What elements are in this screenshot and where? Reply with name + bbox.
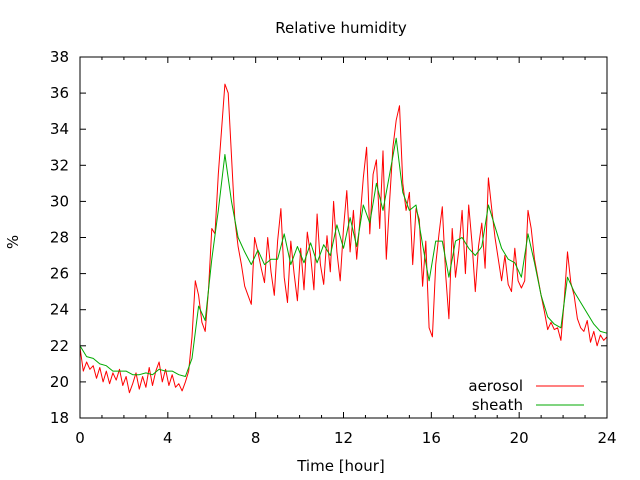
y-axis-label: % [4,235,22,249]
x-axis-label: Time [hour] [296,457,385,475]
x-tick-label: 8 [251,429,261,447]
legend-label-sheath: sheath [472,396,523,414]
x-tick-label: 12 [334,429,353,447]
x-tick-label: 0 [75,429,85,447]
y-tick-label: 20 [50,373,69,391]
x-tick-label: 24 [597,429,616,447]
x-tick-label: 4 [163,429,173,447]
y-tick-label: 22 [50,337,69,355]
y-tick-label: 30 [50,192,69,210]
y-tick-label: 28 [50,229,69,247]
y-tick-label: 36 [50,84,69,102]
x-axis-ticks: 0 4 8 12 16 20 24 [75,57,617,447]
series-line-sheath [79,137,608,377]
series-lines [79,83,608,394]
plot-frame [79,56,608,419]
y-axis-ticks: 18 20 22 24 26 28 30 32 34 36 38 [50,48,607,427]
x-tick-label: 20 [510,429,529,447]
y-tick-label: 24 [50,301,69,319]
legend-label-aerosol: aerosol [468,377,523,395]
y-tick-label: 18 [50,409,69,427]
y-tick-label: 32 [50,156,69,174]
series-line-aerosol [79,83,608,394]
y-tick-label: 34 [50,120,69,138]
chart-title: Relative humidity [275,19,407,37]
x-tick-label: 16 [422,429,441,447]
y-tick-label: 26 [50,265,69,283]
y-tick-label: 38 [50,48,69,66]
